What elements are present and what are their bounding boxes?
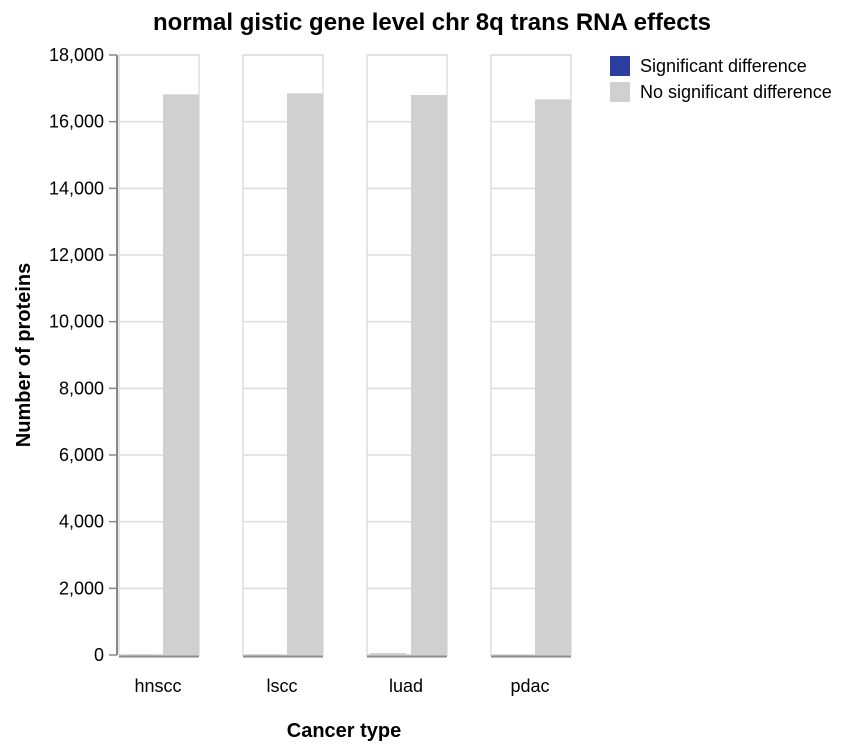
bar-pdac-significant: [494, 654, 530, 656]
legend-swatch: [610, 56, 630, 76]
legend-label: Significant difference: [640, 56, 807, 76]
bar-hnscc-not-significant: [163, 94, 199, 656]
x-tick-label: lscc: [267, 676, 298, 696]
bar-pdac-not-significant: [535, 99, 571, 656]
bar-luad-not-significant: [411, 95, 447, 655]
y-tick-label: 18,000: [49, 45, 104, 65]
legend-label: No significant difference: [640, 82, 832, 102]
x-tick-label: luad: [389, 676, 423, 696]
y-tick-label: 4,000: [59, 512, 104, 532]
legend-swatch: [610, 82, 630, 102]
y-axis-title: Number of proteins: [13, 263, 35, 447]
x-axis: hnscc lscc luad pdac: [134, 676, 549, 696]
x-tick-label: pdac: [510, 676, 549, 696]
y-tick-label: 16,000: [49, 112, 104, 132]
y-tick-label: 6,000: [59, 445, 104, 465]
chart-title: normal gistic gene level chr 8q trans RN…: [153, 9, 711, 36]
bar-layer: [122, 93, 571, 656]
bar-lscc-not-significant: [287, 93, 323, 656]
bar-luad-significant: [370, 653, 406, 655]
y-tick-label: 0: [94, 645, 104, 665]
bar-lscc-significant: [246, 654, 282, 656]
bar-hnscc-significant: [122, 654, 158, 656]
y-tick-label: 10,000: [49, 312, 104, 332]
y-tick-label: 14,000: [49, 178, 104, 198]
y-axis: 0 2,000 4,000 6,000 8,000 10,000 12,000 14,000 1…: [49, 45, 118, 665]
x-axis-title: Cancer type: [287, 720, 402, 742]
y-tick-label: 12,000: [49, 245, 104, 265]
x-tick-label: hnscc: [134, 676, 181, 696]
y-tick-label: 8,000: [59, 378, 104, 398]
legend: Significant difference No significant dif…: [610, 56, 832, 102]
y-tick-label: 2,000: [59, 578, 104, 598]
